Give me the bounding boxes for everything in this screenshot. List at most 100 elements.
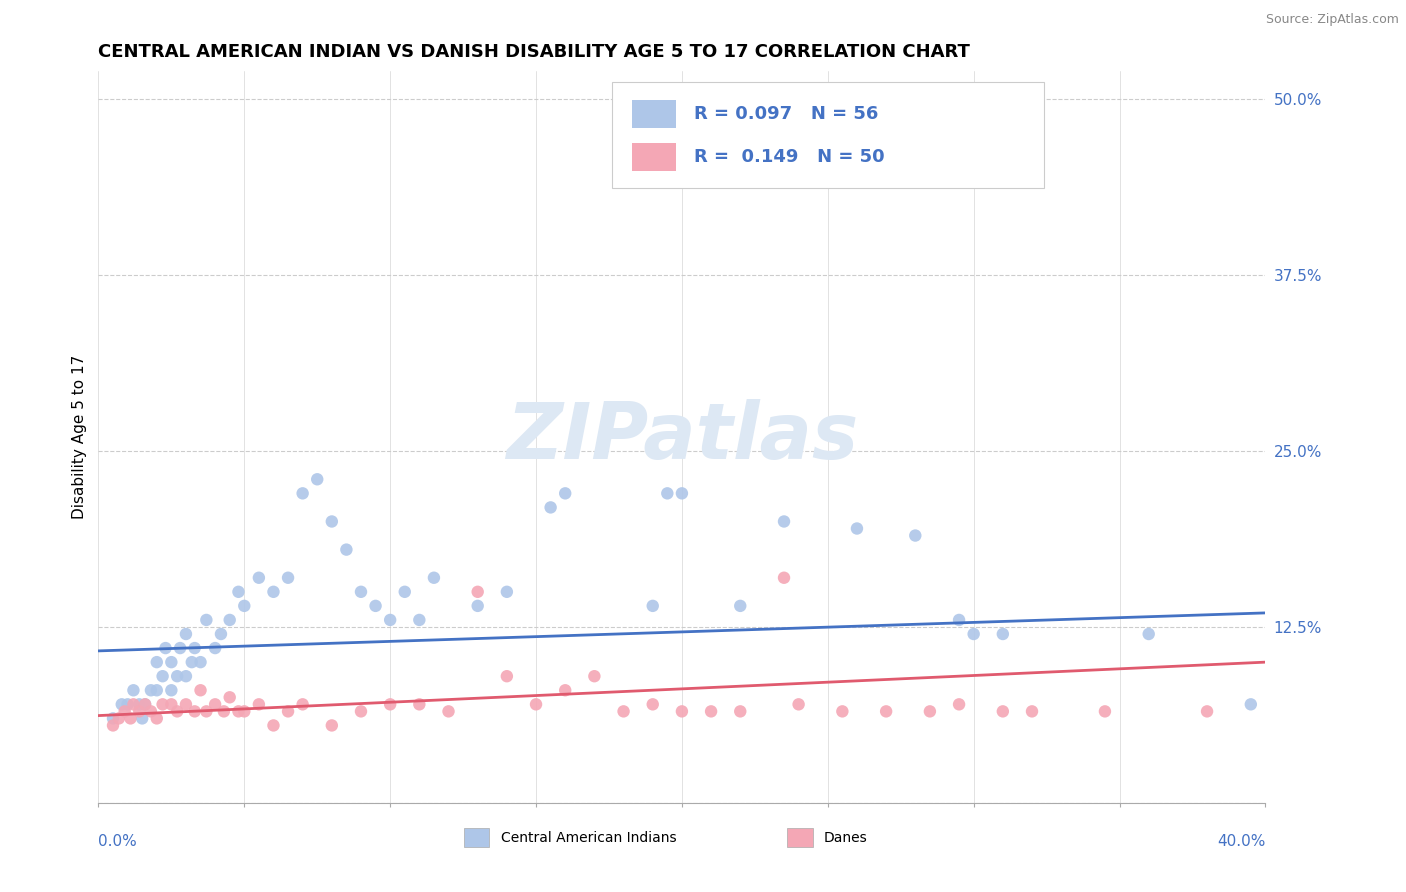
Point	[166, 705, 188, 719]
Point	[467, 584, 489, 599]
Point	[212, 705, 235, 719]
Point	[134, 698, 156, 712]
Point	[128, 705, 150, 719]
Point	[948, 698, 970, 712]
Point	[350, 584, 373, 599]
Point	[845, 521, 868, 535]
Point	[247, 571, 270, 585]
Point	[787, 698, 810, 712]
Point	[111, 698, 134, 712]
Point	[378, 698, 402, 712]
Point	[831, 705, 853, 719]
Point	[174, 698, 197, 712]
Point	[495, 669, 517, 683]
Point	[700, 705, 723, 719]
Point	[773, 515, 796, 529]
Point	[174, 627, 197, 641]
Point	[423, 571, 446, 585]
Point	[948, 613, 970, 627]
Text: R = 0.097   N = 56: R = 0.097 N = 56	[693, 104, 877, 122]
Text: CENTRAL AMERICAN INDIAN VS DANISH DISABILITY AGE 5 TO 17 CORRELATION CHART: CENTRAL AMERICAN INDIAN VS DANISH DISABI…	[98, 44, 970, 62]
Point	[160, 698, 183, 712]
Point	[408, 698, 430, 712]
Point	[247, 698, 270, 712]
Point	[228, 584, 250, 599]
Point	[335, 542, 357, 557]
Point	[122, 683, 145, 698]
Point	[657, 486, 679, 500]
Point	[394, 584, 416, 599]
Point	[291, 698, 314, 712]
Point	[195, 613, 218, 627]
FancyBboxPatch shape	[631, 100, 676, 128]
Point	[139, 683, 162, 698]
Text: R =  0.149   N = 50: R = 0.149 N = 50	[693, 148, 884, 166]
Point	[146, 683, 169, 698]
Point	[218, 613, 240, 627]
Point	[152, 669, 174, 683]
Point	[195, 705, 218, 719]
Point	[583, 669, 606, 683]
Point	[108, 711, 131, 725]
Point	[160, 683, 183, 698]
Point	[321, 718, 343, 732]
Point	[183, 705, 205, 719]
Point	[122, 698, 145, 712]
Point	[728, 599, 751, 613]
Point	[1195, 705, 1218, 719]
Point	[962, 627, 984, 641]
Point	[134, 698, 156, 712]
Point	[671, 486, 693, 500]
Point	[262, 584, 284, 599]
Point	[641, 599, 664, 613]
Point	[152, 698, 174, 712]
Point	[117, 698, 139, 712]
Point	[291, 486, 314, 500]
Point	[307, 472, 329, 486]
Point	[146, 655, 169, 669]
Point	[321, 515, 343, 529]
Point	[169, 641, 191, 656]
Point	[160, 655, 183, 669]
Point	[495, 584, 517, 599]
Point	[554, 486, 576, 500]
Point	[101, 718, 124, 732]
Point	[350, 705, 373, 719]
Point	[467, 599, 489, 613]
Point	[554, 683, 576, 698]
Point	[1021, 705, 1043, 719]
Point	[183, 641, 205, 656]
Point	[918, 705, 941, 719]
Point	[233, 705, 256, 719]
Point	[155, 641, 177, 656]
Point	[101, 711, 124, 725]
Point	[641, 698, 664, 712]
Point	[437, 705, 460, 719]
Point	[233, 599, 256, 613]
FancyBboxPatch shape	[612, 82, 1043, 188]
Text: Source: ZipAtlas.com: Source: ZipAtlas.com	[1265, 13, 1399, 27]
Point	[218, 690, 240, 705]
Point	[773, 571, 796, 585]
Point	[166, 669, 188, 683]
Point	[204, 641, 226, 656]
Point	[378, 613, 402, 627]
Point	[364, 599, 387, 613]
Point	[991, 705, 1014, 719]
Point	[904, 528, 927, 542]
Text: ZIPatlas: ZIPatlas	[506, 399, 858, 475]
Point	[277, 571, 299, 585]
Point	[991, 627, 1014, 641]
Point	[612, 705, 634, 719]
Point	[190, 655, 212, 669]
Point	[174, 669, 197, 683]
Point	[700, 149, 723, 163]
FancyBboxPatch shape	[631, 144, 676, 171]
Point	[114, 705, 136, 719]
Point	[190, 683, 212, 698]
Point	[139, 705, 162, 719]
Point	[228, 705, 250, 719]
Point	[671, 705, 693, 719]
Point	[540, 500, 562, 515]
Point	[408, 613, 430, 627]
